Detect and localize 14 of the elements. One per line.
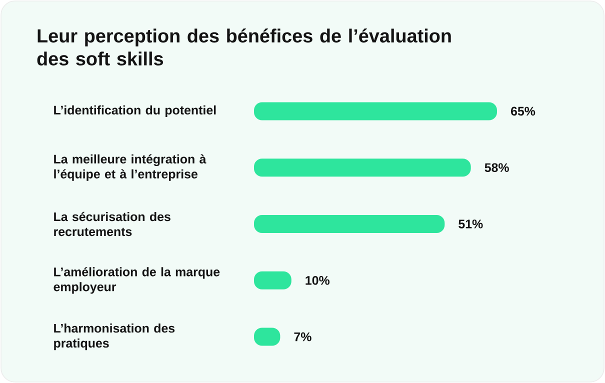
bar <box>254 102 498 120</box>
y-tick-label: L’amélioration de la marque employeur <box>54 267 220 294</box>
y-tick-label: L’harmonisation des pratiques <box>54 324 175 350</box>
bar <box>254 158 471 177</box>
data-label: 65% <box>510 106 536 116</box>
chart-title: Leur perception des bénéfices de l’évaluation des soft skills <box>37 28 451 66</box>
y-tick-label: La meilleure intégration à l’équipe et à l’entreprise <box>54 154 206 181</box>
y-tick-label: L’identification du potentiel <box>54 105 216 118</box>
data-label: 58% <box>484 163 509 172</box>
data-label: 51% <box>458 220 483 228</box>
data-label: 7% <box>294 332 312 342</box>
bar <box>254 215 445 234</box>
y-tick-label: La sécurisation des recrutements <box>54 212 170 236</box>
data-label: 10% <box>306 276 330 285</box>
